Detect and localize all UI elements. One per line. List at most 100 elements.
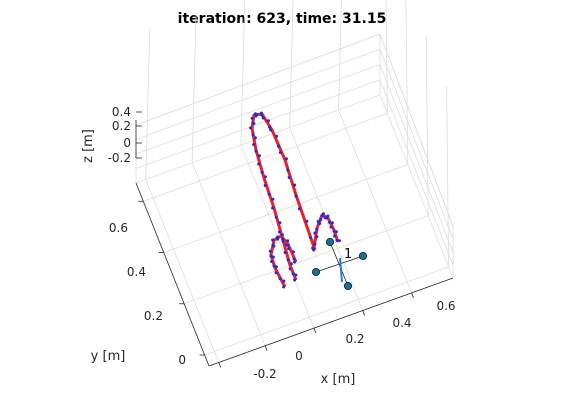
wall-grid-line (135, 64, 381, 155)
sample-point (263, 175, 267, 179)
sample-point (250, 116, 254, 120)
sample-point (288, 267, 292, 271)
sample-point (282, 285, 286, 289)
sample-point (319, 217, 323, 221)
sample-point (267, 192, 271, 196)
sample-point (330, 221, 334, 225)
tick-labels: -0.200.20.40.600.20.40.60.40.20-0.2 (108, 105, 456, 381)
x-tick-label: -0.2 (253, 367, 276, 381)
sample-point (308, 235, 312, 239)
wall-grid-line (145, 29, 151, 180)
x-tick-mark (411, 292, 414, 299)
sample-point (253, 136, 257, 140)
sample-point (271, 255, 275, 259)
sample-point (286, 258, 290, 262)
sample-point (333, 234, 337, 238)
sample-point (259, 111, 263, 115)
sample-point (292, 257, 296, 261)
z-tick-label: 0 (123, 136, 131, 150)
sample-point (252, 122, 256, 126)
sample-point (275, 236, 279, 240)
sample-point (328, 220, 331, 224)
sample-point (272, 244, 276, 248)
x-tick-label: 0.4 (392, 316, 411, 330)
x-tick-mark (218, 362, 222, 368)
sample-point (271, 197, 275, 201)
sample-point (278, 277, 282, 281)
x-tick-mark (313, 328, 317, 334)
y-axis-line (135, 182, 210, 367)
y-tick-label: 0.4 (127, 265, 146, 279)
sample-point (313, 231, 317, 235)
y-axis-label: y [m] (91, 349, 126, 364)
y-tick-label: 0.2 (144, 309, 163, 323)
drone-rotor (358, 251, 368, 261)
drone-annotation: 1 (344, 247, 352, 262)
sample-point (305, 219, 309, 223)
x-tick-label: 0.6 (436, 299, 455, 313)
sample-point (318, 222, 322, 226)
z-tick-label: -0.2 (108, 151, 131, 165)
trajectory-series (249, 111, 341, 289)
quadrotor-marker (311, 237, 368, 291)
sample-point (277, 144, 280, 148)
floor-grid-line (143, 112, 388, 202)
grid-lines (135, 0, 454, 363)
sample-point (266, 119, 270, 123)
x-tick-mark (362, 310, 366, 316)
sample-point (293, 260, 297, 264)
axes (135, 111, 454, 368)
sample-point (291, 250, 295, 254)
wall-grid-line (240, 0, 246, 146)
y-tick-label: 0.6 (109, 221, 128, 235)
sample-point (286, 243, 290, 247)
sample-point (277, 230, 281, 234)
sample-point (268, 249, 272, 253)
wall-grid-line (338, 0, 342, 110)
sample-point (251, 133, 255, 137)
wall-grid-line (405, 0, 409, 165)
wall-grid-line (135, 79, 381, 169)
wall-grid-line (379, 94, 454, 279)
floor-grid-line (204, 266, 449, 356)
sample-point (278, 151, 282, 154)
sample-point (249, 126, 253, 130)
wall-grid-line (446, 87, 450, 268)
sample-point (271, 206, 275, 210)
wall-edge-line (379, 33, 454, 227)
sample-point (274, 265, 278, 269)
sample-point (297, 207, 301, 211)
floor-grid-line (338, 109, 412, 294)
sample-point (294, 273, 298, 277)
drone-rotor (325, 237, 335, 247)
sample-point (261, 116, 265, 120)
wall-grid-line (425, 35, 429, 216)
sample-point (272, 264, 276, 268)
sample-point (278, 221, 282, 225)
floor-grid-line (184, 215, 429, 305)
sample-point (263, 184, 267, 187)
sample-point (281, 237, 285, 241)
sample-point (280, 233, 284, 237)
x-tick-mark (264, 345, 268, 351)
x-tick-label: 0 (295, 349, 303, 363)
floor-grid-line (191, 162, 266, 346)
x-axis-label: x [m] (321, 372, 356, 387)
sample-point (257, 162, 261, 166)
drone-rotor (343, 281, 353, 291)
drone-heading (339, 257, 343, 283)
wall-grid-line (385, 0, 388, 114)
sample-point (286, 239, 290, 243)
sample-point (315, 235, 319, 239)
sample-point (270, 260, 274, 263)
drone-rotor (311, 267, 321, 277)
sample-point (283, 251, 287, 254)
z-tick-label: 0.4 (112, 105, 131, 119)
z-axis-label: z [m] (81, 129, 96, 163)
sample-point (294, 194, 298, 198)
sample-point (268, 125, 271, 129)
sample-point (316, 220, 320, 223)
sample-point (320, 214, 324, 218)
wall-grid-line (379, 49, 454, 240)
